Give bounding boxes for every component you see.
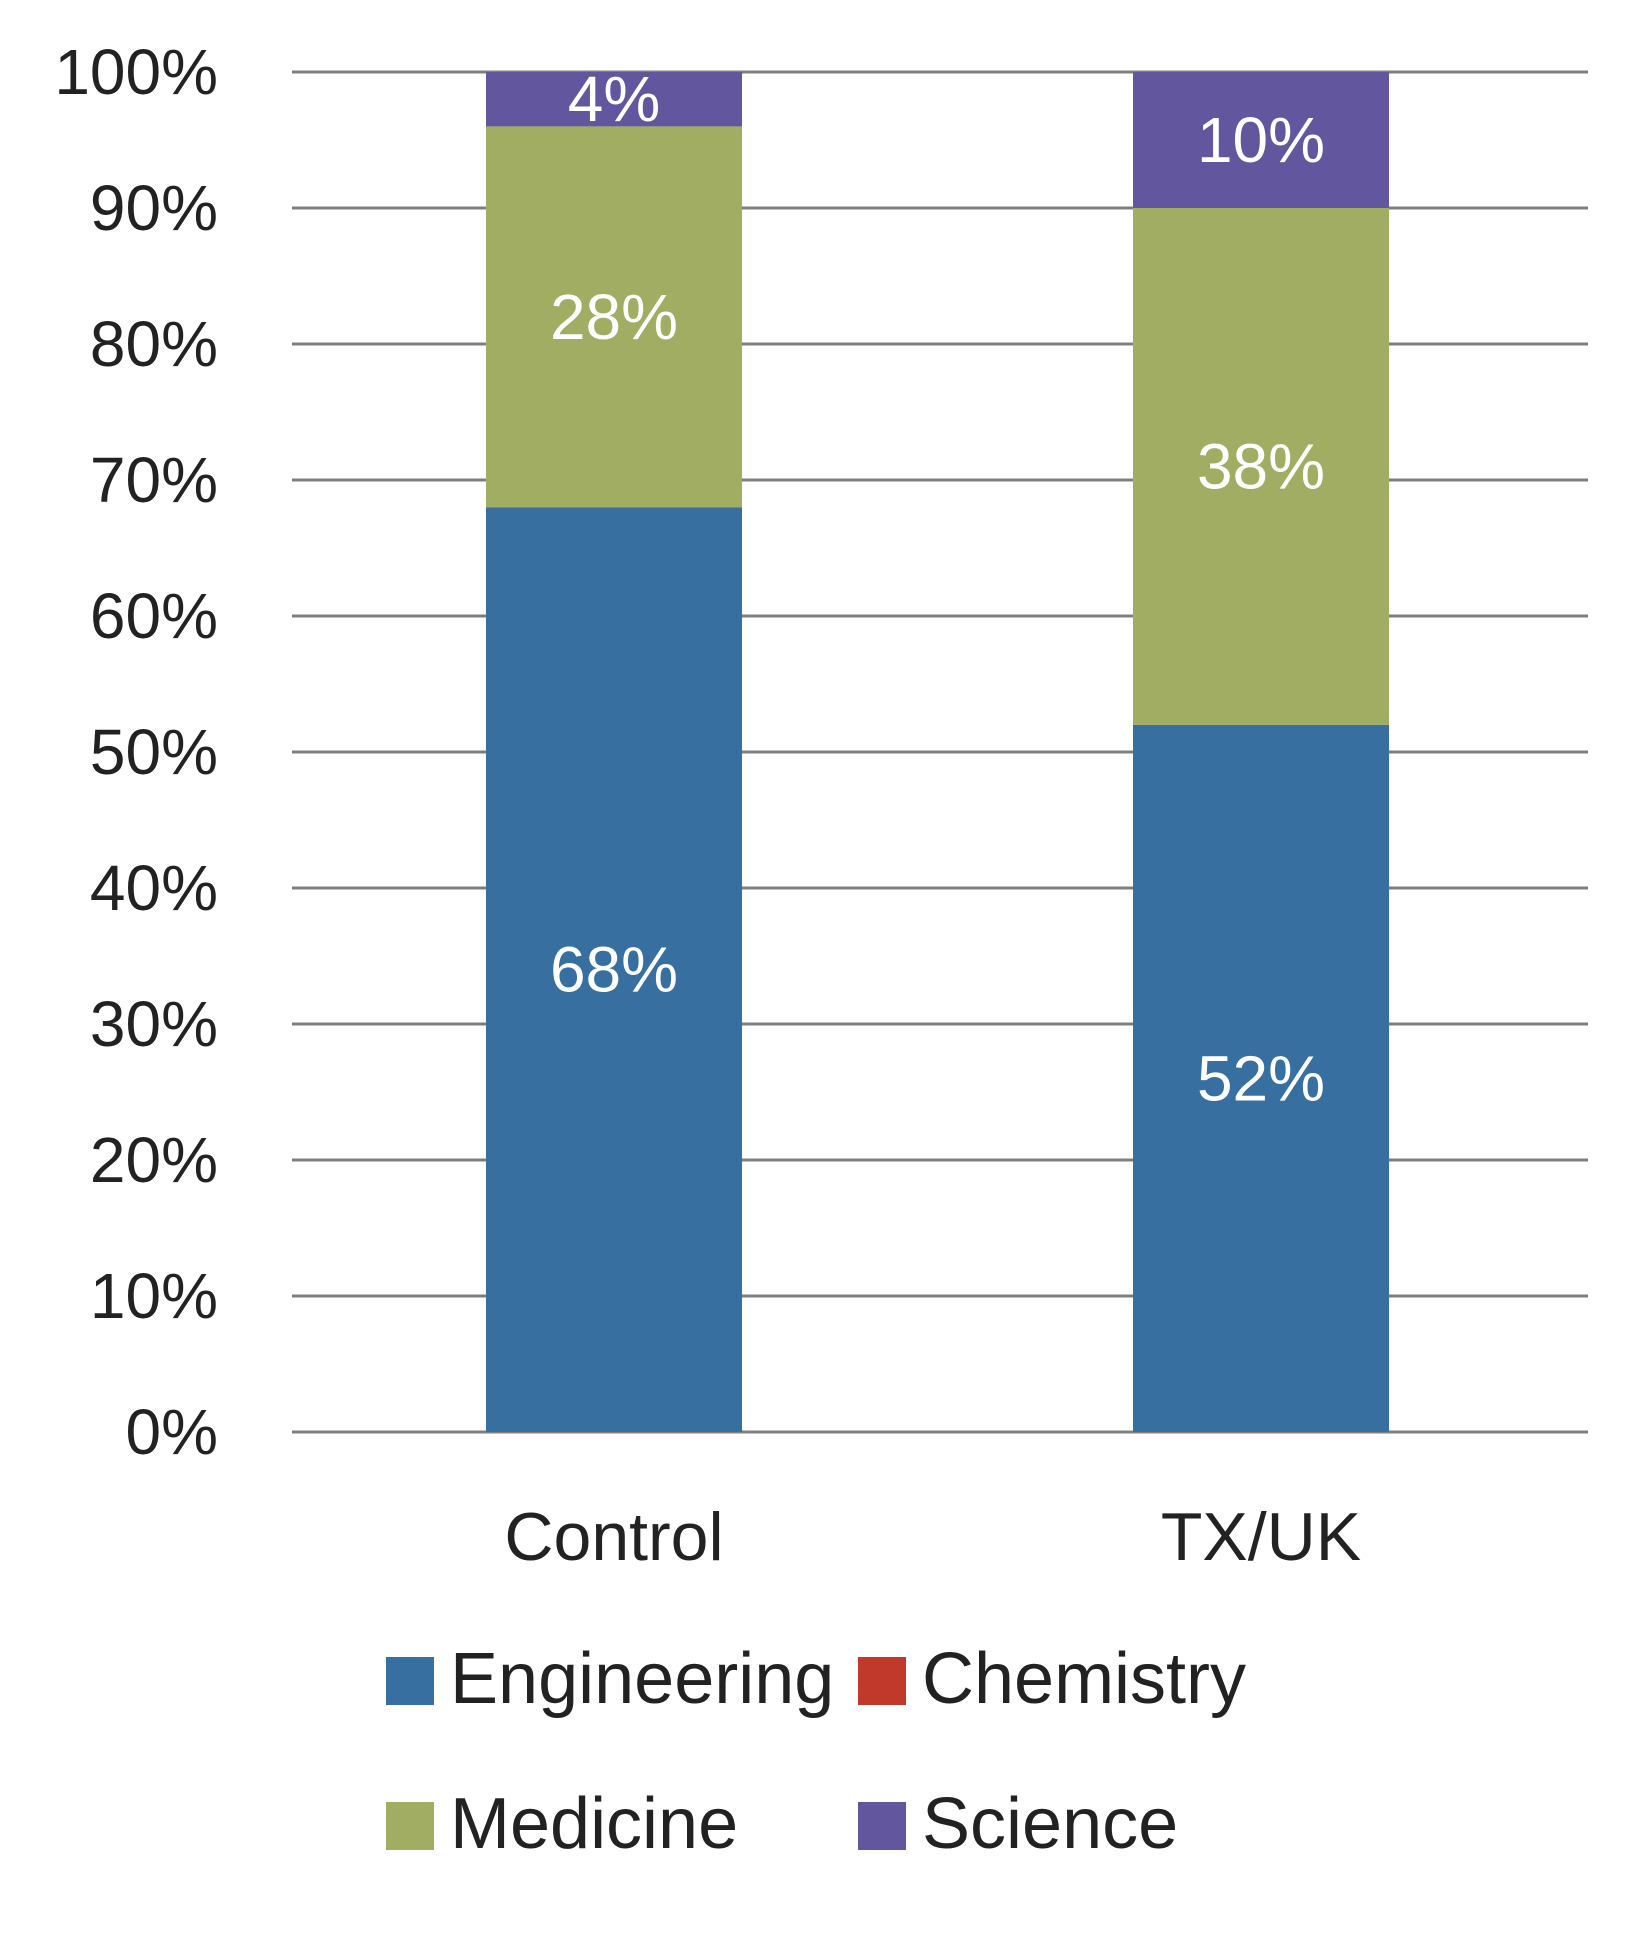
y-tick-label: 80% [90, 308, 218, 380]
legend-swatch [386, 1657, 434, 1705]
y-tick-label: 50% [90, 716, 218, 788]
bar-segment-science [486, 72, 742, 127]
bar-segment-science [1133, 72, 1389, 208]
bar-segment-engineering [486, 507, 742, 1432]
y-tick-label: 70% [90, 444, 218, 516]
y-axis-ticks: 0% 10% 20% 30% 40% 50% 60% 70% 80% 90% 100% [54, 36, 218, 1468]
legend-item-engineering: Engineering [386, 1639, 834, 1719]
bar-segment-medicine [486, 126, 742, 508]
legend-label: Science [922, 1784, 1178, 1864]
data-label: 38% [1197, 430, 1325, 502]
legend-swatch [858, 1802, 906, 1850]
y-tick-label: 90% [90, 172, 218, 244]
y-tick-label: 10% [90, 1260, 218, 1332]
data-label: 68% [550, 934, 678, 1006]
legend-item-medicine: Medicine [386, 1784, 738, 1864]
y-tick-label: 30% [90, 988, 218, 1060]
legend-label: Engineering [450, 1639, 834, 1719]
bar-segment-medicine [1133, 208, 1389, 725]
y-tick-label: 20% [90, 1124, 218, 1196]
legend-swatch [386, 1802, 434, 1850]
y-tick-label: 60% [90, 580, 218, 652]
legend-label: Medicine [450, 1784, 738, 1864]
y-tick-label: 40% [90, 852, 218, 924]
data-label: 28% [550, 281, 678, 353]
bar-segment-engineering [1133, 724, 1389, 1432]
bars [486, 72, 1389, 1432]
data-label: 52% [1197, 1042, 1325, 1114]
legend-item-chemistry: Chemistry [858, 1639, 1246, 1719]
legend-item-science: Science [858, 1784, 1178, 1864]
legend: Engineering Chemistry Medicine Science [386, 1639, 1246, 1864]
data-label: 10% [1197, 104, 1325, 176]
data-label: 4% [568, 63, 661, 135]
legend-swatch [858, 1657, 906, 1705]
x-axis-categories: Control TX/UK [504, 1499, 1361, 1575]
y-tick-label: 100% [54, 36, 218, 108]
legend-label: Chemistry [922, 1639, 1246, 1719]
x-category-label: TX/UK [1161, 1499, 1361, 1575]
y-tick-label: 0% [126, 1396, 219, 1468]
data-labels: 68% 28% 4% 52% 38% 10% [550, 63, 1325, 1114]
x-category-label: Control [504, 1499, 723, 1575]
